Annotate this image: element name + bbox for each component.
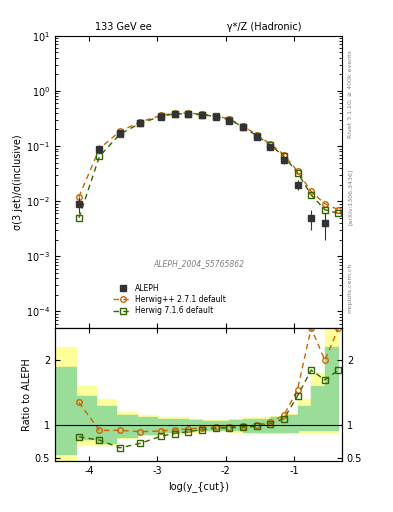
Text: Rivet 3.1.10; ≥ 400k events: Rivet 3.1.10; ≥ 400k events (348, 51, 353, 138)
Title: 133 GeV ee                        γ*/Z (Hadronic): 133 GeV ee γ*/Z (Hadronic) (95, 23, 302, 32)
Text: ALEPH_2004_S5765862: ALEPH_2004_S5765862 (153, 259, 244, 268)
X-axis label: log(y_{cut}): log(y_{cut}) (168, 481, 229, 492)
Y-axis label: Ratio to ALEPH: Ratio to ALEPH (22, 358, 32, 431)
Text: [arXiv:1306.3436]: [arXiv:1306.3436] (348, 168, 353, 225)
Text: mcplots.cern.ch: mcplots.cern.ch (348, 263, 353, 313)
Legend: ALEPH, Herwig++ 2.7.1 default, Herwig 7.1.6 default: ALEPH, Herwig++ 2.7.1 default, Herwig 7.… (110, 281, 230, 318)
Y-axis label: σ(3 jet)/σ(inclusive): σ(3 jet)/σ(inclusive) (13, 134, 23, 230)
